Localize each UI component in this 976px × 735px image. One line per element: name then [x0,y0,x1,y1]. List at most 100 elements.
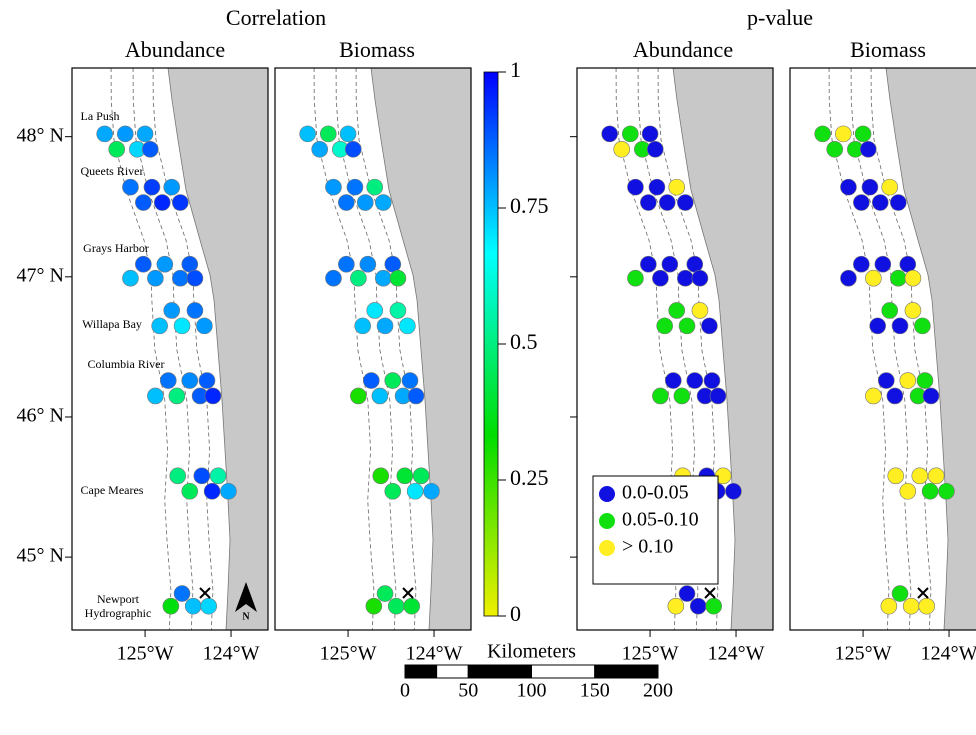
station [880,597,898,615]
station [689,597,707,615]
station [691,269,709,287]
station [356,194,374,211]
lon-tick-label: 125°W [622,643,679,665]
site-label: Newport [97,592,140,606]
scale-title: Kilometers [487,641,576,663]
station [135,255,152,273]
station [346,178,364,196]
station [375,269,392,287]
legend-label: 0.0-0.05 [622,482,689,504]
station [668,178,686,196]
station [151,317,168,335]
station [916,372,934,389]
map-panel [790,68,976,630]
station [861,178,879,196]
station [186,269,204,287]
station [108,140,126,158]
panel-frame [71,67,269,631]
station [220,482,237,500]
lat-tick-label: 48° N [17,124,64,146]
colorbar-tick-label: 0.75 [510,193,549,218]
colorbar-tick-label: 0 [510,601,521,626]
station [169,467,187,485]
scale-tick-label: 200 [643,680,673,702]
colorbar [483,71,499,617]
station [203,482,221,500]
station [143,178,161,196]
station [96,125,113,143]
station [406,482,424,500]
group-title: Correlation [226,5,326,30]
station [384,255,402,273]
station [814,125,831,143]
station [646,140,664,158]
station [854,125,872,143]
station [163,178,181,196]
station [156,255,174,273]
station [116,125,134,143]
station [677,269,694,287]
station [886,387,904,405]
station [181,372,199,389]
station [362,372,380,389]
station [922,387,940,405]
station [881,178,899,196]
station [911,467,929,485]
station [173,317,191,335]
site-label: La Push [81,109,120,123]
station [423,482,440,500]
station [200,597,217,615]
station [678,585,696,602]
station [299,125,316,143]
scale-segment [436,664,469,679]
lon-tick-label: 124°W [203,643,260,665]
station [621,125,639,143]
station [141,140,159,158]
lon-tick-label: 124°W [406,643,463,665]
site-label: Hydrographic [85,606,152,620]
panel-title: Abundance [125,37,225,62]
station [899,482,917,500]
station [147,269,164,287]
station [350,387,367,405]
panel-title: Abundance [633,37,733,62]
legend-label: > 0.10 [622,536,673,558]
station [311,140,329,158]
station [691,302,709,319]
station [640,255,657,273]
station [147,387,164,405]
station [366,178,384,196]
lat-tick-label: 46° N [17,405,64,427]
station [834,125,852,143]
station [325,178,342,196]
scale-segment [594,664,659,679]
station [135,194,152,211]
station [914,317,931,335]
station [376,317,394,335]
station [853,194,870,211]
station [865,269,882,287]
scale-tick-label: 150 [580,680,610,702]
station [338,194,355,211]
station [204,387,222,405]
hydrographic-mark [917,587,929,599]
station [840,178,857,196]
legend-swatch [599,486,615,502]
scale-tick-label: 50 [458,680,478,702]
site-label: Queets River [81,164,144,178]
lon-tick-label: 125°W [117,643,174,665]
site-label: Columbia River [88,357,165,371]
station [658,194,676,211]
station [181,482,199,500]
station [678,317,696,335]
colorbar-tick-label: 1 [510,57,521,82]
north-arrow [235,582,257,612]
station [384,372,402,389]
site-label: Cape Meares [81,483,144,497]
station [664,372,682,389]
panel-frame [789,67,976,631]
station [339,125,357,143]
station [890,194,907,211]
station [874,255,892,273]
panel-title: Biomass [339,37,415,62]
